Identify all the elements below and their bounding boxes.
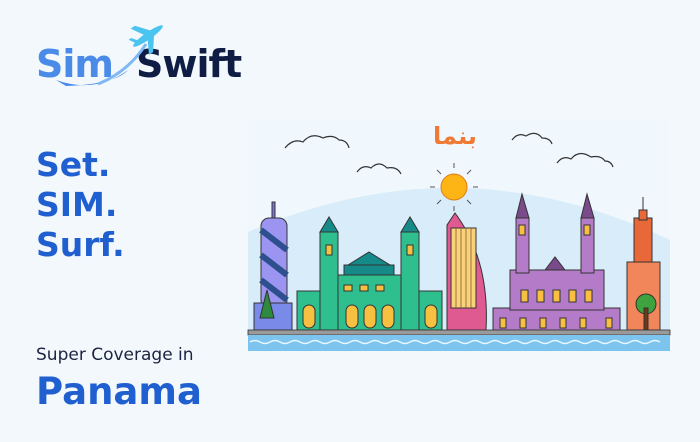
simswift-logo: Sim Swift xyxy=(36,22,246,92)
pine-tree xyxy=(259,289,275,319)
sun-rays xyxy=(430,163,478,211)
sail-tower xyxy=(446,212,487,331)
cloud xyxy=(356,163,402,175)
ground xyxy=(247,329,671,336)
coverage-label: Super Coverage in xyxy=(36,345,194,365)
twisted-tower xyxy=(253,201,293,331)
orange-tower xyxy=(626,197,661,331)
sun-icon xyxy=(430,163,478,211)
water xyxy=(248,335,670,351)
cloud xyxy=(511,132,553,145)
purple-cathedral xyxy=(492,192,621,331)
country-name: Panama xyxy=(36,370,202,413)
tagline-sim: SIM. xyxy=(36,185,118,224)
tree-trunk xyxy=(643,307,649,331)
cloud xyxy=(284,135,350,149)
tagline-set: Set. xyxy=(36,145,111,184)
clouds xyxy=(284,132,614,175)
green-mosque xyxy=(296,216,443,331)
water-waves xyxy=(249,339,661,345)
illustration-caption: بنما xyxy=(433,122,477,150)
airplane-icon xyxy=(56,25,163,86)
tagline-surf: Surf. xyxy=(36,225,125,264)
sun-disc xyxy=(440,173,468,201)
logo-sim-text: Sim xyxy=(36,42,114,86)
logo-swift-text: Swift xyxy=(136,42,242,86)
cloud xyxy=(556,152,614,168)
